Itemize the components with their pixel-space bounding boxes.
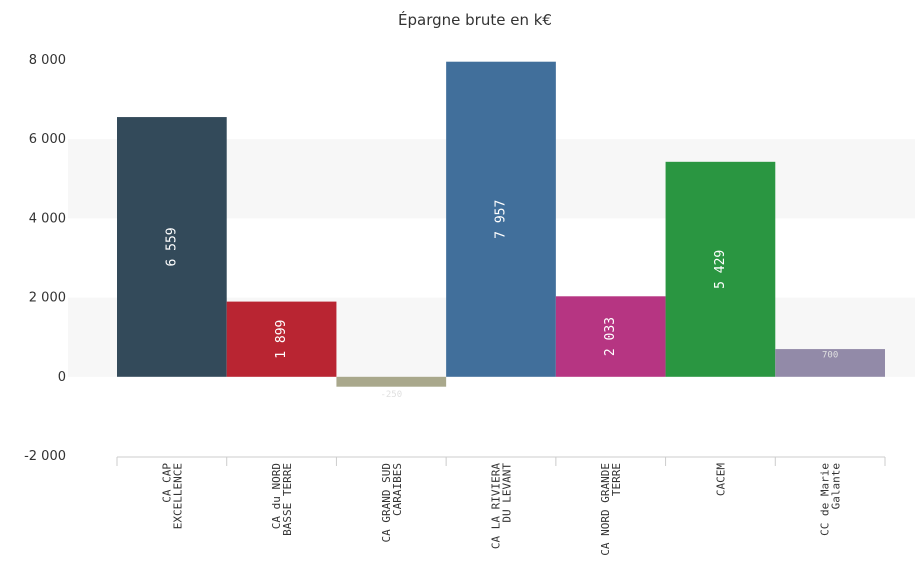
x-tick-label-line: CA du NORD [270,463,283,529]
data-label: 7 957 [494,200,509,239]
data-label: 700 [822,351,838,361]
data-label: 2 033 [603,317,618,356]
x-tick-label-line: CA CAP [160,463,173,503]
x-tick-label-line: CA NORD GRANDE [599,463,612,556]
y-tick-label: 2 000 [29,291,66,306]
y-tick-label: 0 [58,370,66,385]
y-tick-label: 4 000 [29,211,66,226]
bar [555,296,666,377]
x-tick-label-line: CC de Marie [819,463,832,536]
bar [775,349,885,377]
x-tick-label-line: CA GRAND SUD [380,463,393,542]
x-tick-label-line: Galante [830,463,843,509]
y-tick-label: -2 000 [24,449,66,464]
x-tick-label-line: CACEM [714,463,727,496]
x-tick-label-line: BASSE TERRE [281,463,294,536]
x-tick-label-line: TERRE [610,463,623,496]
x-tick-label-line: CARAIBES [391,463,404,516]
bar [336,376,447,387]
bar [226,301,337,377]
x-tick-label-line: CA LA RIVIERA [490,463,503,549]
data-label: 1 899 [274,320,289,359]
chart-title: Épargne brute en k€ [398,10,552,29]
x-tick-label: CACEM [714,463,727,496]
data-label: 6 559 [164,227,179,266]
data-label: -250 [380,390,402,400]
bar [665,161,776,377]
y-tick-label: 8 000 [29,53,66,68]
bar [446,61,556,377]
y-tick-label: 6 000 [29,132,66,147]
bar [117,117,227,377]
bars: 6 559 1 899 -250 7 957 2 033 5 429 700 [117,61,885,400]
x-tick-label-line: DU LEVANT [501,463,514,523]
data-label: 5 429 [713,250,728,289]
y-axis: -2 000 0 2 000 4 000 6 000 8 000 [24,53,66,464]
x-tick-label-line: EXCELLENCE [171,463,184,529]
